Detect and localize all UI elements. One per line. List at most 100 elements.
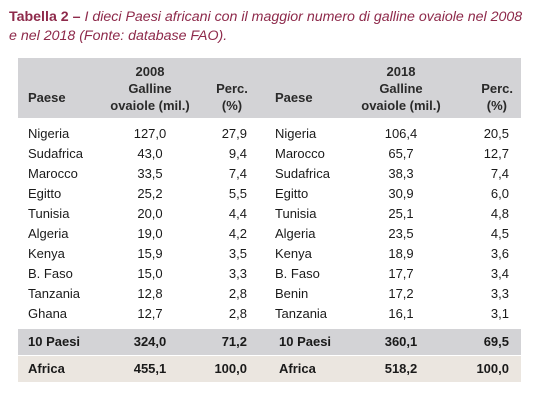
cell-perc-2008: 27,9 [221,126,247,141]
header-year-2018: 2018 [386,63,416,79]
cell-hens-2018: 17,7 [388,266,414,281]
cell-perc-2008: 4,4 [228,206,247,221]
cell-hens-2018: 30,9 [388,186,414,201]
caption-label: Tabella 2 – [9,9,85,25]
cell-hens-2008: 127,0 [133,126,167,141]
cell-hens-2018: 65,7 [388,146,414,161]
table-row: Algeria 19,0 4,2 Algeria 23,5 4,5 [18,224,521,244]
header-hens-unit-2008: ovaiole (mil.) [110,97,190,113]
header-hens-2008: 2008 Galline ovaiole (mil.) [101,58,199,118]
cell-hens-2008: 43,0 [137,146,163,161]
cell-hens-2018: 106,4 [384,126,418,141]
total-country-2008: Africa [18,356,101,382]
cell-country-2018: Sudafrica [275,166,330,181]
cell-country-2018: Tanzania [275,306,328,321]
total-hens-2008: 324,0 [101,329,199,355]
total-row-africa: Africa 455,1 100,0 Africa 518,2 100,0 [18,356,521,382]
table-row: Sudafrica 43,0 9,4 Marocco 65,7 12,7 [18,144,521,164]
table-row: Tanzania 12,8 2,8 Benin 17,2 3,3 [18,284,521,304]
cell-perc-2018: 3,3 [490,286,509,301]
total-hens-2008: 455,1 [101,356,199,382]
table-row: B. Faso 15,0 3,3 B. Faso 17,7 3,4 [18,264,521,284]
cell-country-2018: Nigeria [275,126,317,141]
cell-hens-2008: 12,7 [137,306,163,321]
table-row: Ghana 12,7 2,8 Tanzania 16,1 3,1 [18,304,521,329]
total-perc-2018: 100,0 [449,356,521,382]
total-perc-2008: 71,2 [199,329,265,355]
cell-perc-2018: 12,7 [483,146,509,161]
row-spacer [18,355,521,356]
table-totals: 10 Paesi 324,0 71,2 10 Paesi 360,1 69,5 Africa… [18,329,521,382]
total-hens-2018: 518,2 [353,356,449,382]
total-country-2008: 10 Paesi [18,329,101,355]
total-row-top10: 10 Paesi 324,0 71,2 10 Paesi 360,1 69,5 [18,329,521,355]
table-row: Tunisia 20,0 4,4 Tunisia 25,1 4,8 [18,204,521,224]
cell-hens-2018: 25,1 [388,206,414,221]
cell-hens-2008: 25,2 [137,186,163,201]
cell-perc-2008: 2,8 [228,286,247,301]
cell-perc-2008: 2,8 [228,306,247,321]
header-perc-2008: Perc. (%) [199,58,265,118]
cell-country-2018: Marocco [275,146,325,161]
cell-country-2018: Kenya [275,246,312,261]
cell-country-2008: Kenya [28,246,65,261]
header-perc-unit-2008: (%) [221,98,243,113]
header-perc-2018: Perc. (%) [449,58,521,118]
cell-hens-2008: 19,0 [137,226,163,241]
cell-country-2008: Marocco [28,166,78,181]
cell-hens-2008: 33,5 [137,166,163,181]
header-year-2008: 2008 [135,63,165,79]
total-perc-2008: 100,0 [199,356,265,382]
cell-hens-2018: 17,2 [388,286,414,301]
total-country-2018: 10 Paesi [265,329,353,355]
cell-perc-2008: 7,4 [228,166,247,181]
cell-hens-2018: 38,3 [388,166,414,181]
cell-perc-2018: 3,1 [490,306,509,321]
header-hens-unit-2018: ovaiole (mil.) [361,97,441,113]
cell-country-2008: Tanzania [28,286,81,301]
header-perc-label-2018: Perc. [481,81,513,96]
caption-text: I dieci Paesi africani con il maggior nu… [9,9,523,44]
cell-perc-2008: 9,4 [228,146,247,161]
table-body: Nigeria 127,0 27,9 Nigeria 106,4 20,5 Sudafric… [18,118,521,329]
header-country-2008: Paese [18,58,101,118]
cell-hens-2008: 20,0 [137,206,163,221]
cell-country-2008: Sudafrica [28,146,83,161]
cell-hens-2008: 15,9 [137,246,163,261]
cell-perc-2018: 4,5 [490,226,509,241]
cell-country-2018: B. Faso [275,266,320,281]
cell-country-2008: Ghana [28,306,68,321]
cell-country-2008: B. Faso [28,266,73,281]
cell-hens-2008: 12,8 [137,286,163,301]
cell-country-2008: Nigeria [28,126,70,141]
cell-perc-2018: 6,0 [490,186,509,201]
total-perc-2018: 69,5 [449,329,521,355]
cell-country-2018: Algeria [275,226,316,241]
table-row: Nigeria 127,0 27,9 Nigeria 106,4 20,5 [18,118,521,144]
cell-perc-2018: 3,6 [490,246,509,261]
cell-country-2018: Benin [275,286,309,301]
table-row: Kenya 15,9 3,5 Kenya 18,9 3,6 [18,244,521,264]
hens-table: Paese 2008 Galline ovaiole (mil.) Perc. … [18,58,521,382]
header-perc-unit-2018: (%) [486,98,507,113]
table-row: Egitto 25,2 5,5 Egitto 30,9 6,0 [18,184,521,204]
total-country-2018: Africa [265,356,353,382]
table-caption: Tabella 2 – I dieci Paesi africani con i… [9,8,529,46]
header-perc-label-2008: Perc. [216,81,248,96]
cell-perc-2018: 7,4 [490,166,509,181]
cell-country-2018: Egitto [275,186,309,201]
cell-perc-2008: 3,5 [228,246,247,261]
spacer-cell [18,355,521,356]
cell-country-2008: Egitto [28,186,62,201]
cell-perc-2018: 3,4 [490,266,509,281]
table-row: Marocco 33,5 7,4 Sudafrica 38,3 7,4 [18,164,521,184]
header-hens-2018: 2018 Galline ovaiole (mil.) [353,58,449,118]
cell-country-2018: Tunisia [275,206,317,221]
cell-hens-2018: 16,1 [388,306,414,321]
header-hens-label-2008: Galline [128,80,172,96]
cell-perc-2008: 4,2 [228,226,247,241]
cell-perc-2018: 4,8 [490,206,509,221]
header-hens-label-2018: Galline [379,80,423,96]
cell-hens-2018: 18,9 [388,246,414,261]
cell-perc-2008: 3,3 [228,266,247,281]
